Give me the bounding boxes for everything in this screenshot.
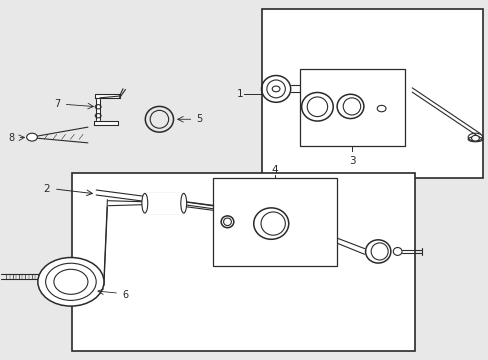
Text: 1: 1 xyxy=(236,89,243,99)
Text: 5: 5 xyxy=(196,114,203,124)
Bar xyxy=(300,69,404,146)
Bar xyxy=(72,173,414,351)
Polygon shape xyxy=(96,94,100,125)
Text: 8: 8 xyxy=(8,133,14,143)
Circle shape xyxy=(27,133,37,141)
Text: 7: 7 xyxy=(54,99,61,109)
Ellipse shape xyxy=(181,193,186,213)
Polygon shape xyxy=(144,193,183,213)
Ellipse shape xyxy=(365,240,390,263)
Polygon shape xyxy=(94,121,118,125)
Ellipse shape xyxy=(142,193,147,213)
Circle shape xyxy=(38,257,104,306)
Text: 2: 2 xyxy=(43,184,50,194)
Ellipse shape xyxy=(392,248,401,255)
Text: 3: 3 xyxy=(348,156,355,166)
Circle shape xyxy=(470,135,478,141)
Text: 4: 4 xyxy=(271,165,277,175)
Text: 6: 6 xyxy=(122,290,128,300)
Polygon shape xyxy=(95,94,119,98)
Bar xyxy=(261,9,482,178)
Bar xyxy=(212,178,336,266)
